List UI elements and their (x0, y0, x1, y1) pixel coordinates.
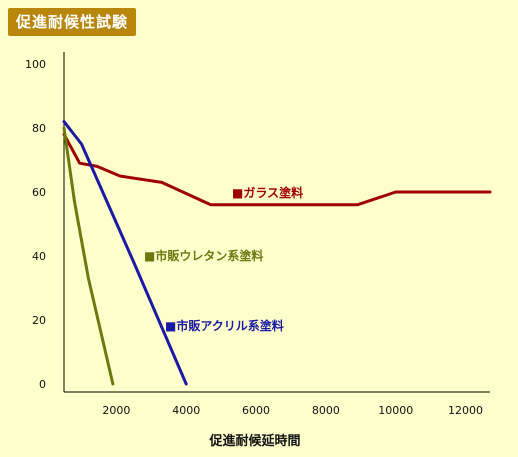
chart-title: 促進耐候性試験 (8, 8, 137, 36)
x-axis-ticks: 2000 4000 6000 8000 10000 12000 (102, 404, 483, 417)
legend-entry-urethane-paint: ■市販ウレタン系塗料 (144, 248, 263, 263)
x-tick-label: 8000 (312, 404, 340, 417)
series-line-glass-paint (62, 132, 492, 207)
legend-marker: ■ (165, 319, 176, 333)
y-tick-label: 80 (32, 122, 46, 135)
legend-marker: ■ (232, 186, 243, 200)
legend-entry-acrylic-paint: ■市販アクリル系塗料 (165, 318, 284, 333)
legend: ■ガラス塗料■市販ウレタン系塗料■市販アクリル系塗料 (144, 185, 303, 333)
y-tick-label: 0 (39, 378, 46, 391)
y-tick-label: 60 (32, 186, 46, 199)
x-tick-label: 4000 (172, 404, 200, 417)
legend-label: 市販ウレタン系塗料 (155, 248, 263, 263)
legend-marker: ■ (144, 249, 155, 263)
x-axis-label: 促進耐候延時間 (208, 433, 300, 449)
y-axis-ticks: 0 20 40 60 80 100 (25, 58, 46, 391)
x-tick-label: 6000 (242, 404, 270, 417)
x-tick-label: 12000 (448, 404, 483, 417)
y-tick-label: 40 (32, 250, 46, 263)
x-tick-label: 10000 (378, 404, 413, 417)
series-line-acrylic-paint (62, 120, 188, 386)
y-tick-label: 20 (32, 314, 46, 327)
series-lines (62, 120, 492, 386)
legend-label: ガラス塗料 (243, 185, 303, 200)
series-line-urethane-paint (62, 126, 115, 386)
legend-label: 市販アクリル系塗料 (176, 318, 283, 333)
legend-entry-glass-paint: ■ガラス塗料 (232, 185, 303, 200)
x-tick-label: 2000 (102, 404, 130, 417)
y-tick-label: 100 (25, 58, 46, 71)
